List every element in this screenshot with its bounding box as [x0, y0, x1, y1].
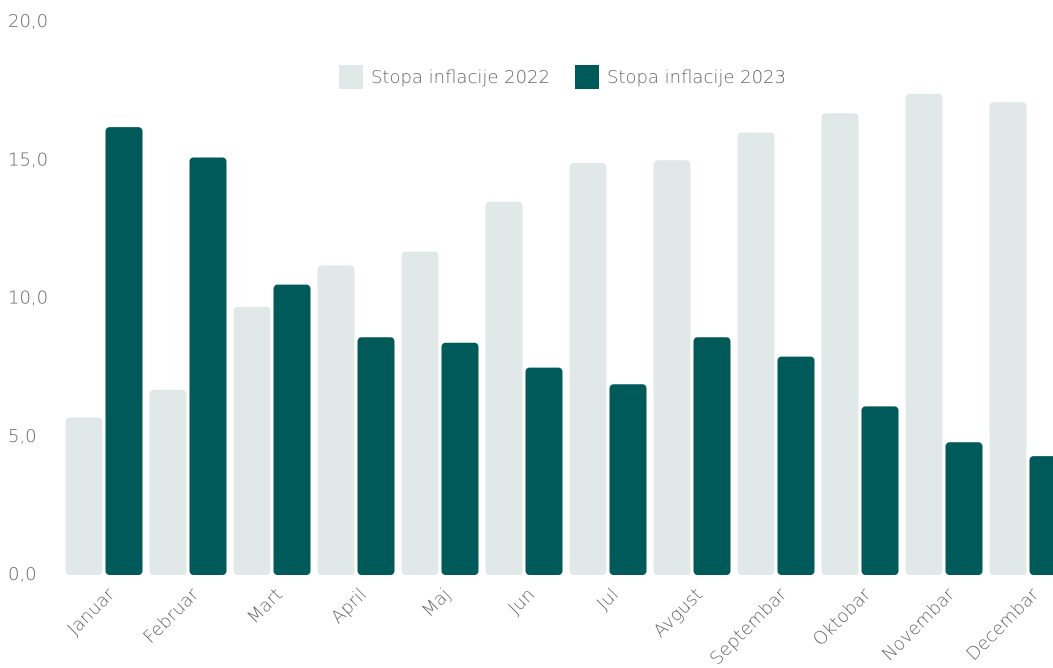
bar	[945, 442, 983, 575]
x-tick-label: Oktobar	[809, 584, 876, 651]
bar	[525, 367, 563, 575]
bar	[317, 265, 355, 575]
bar	[653, 160, 691, 575]
x-tick-label: Jun	[504, 584, 539, 619]
x-tick-label: Decembar	[962, 584, 1043, 665]
bar	[777, 356, 815, 575]
x-tick-label: Februar	[139, 584, 203, 648]
bar	[65, 417, 103, 575]
bar	[693, 337, 731, 575]
bar	[1029, 456, 1053, 575]
x-tick-label: Novembar	[878, 584, 959, 665]
x-tick-label: Januar	[63, 584, 119, 640]
bar	[485, 201, 523, 575]
bar	[441, 342, 479, 575]
bar	[233, 306, 271, 575]
bar	[905, 93, 943, 575]
bar	[357, 337, 395, 575]
bar	[273, 284, 311, 575]
bar	[821, 113, 859, 576]
y-tick-label: 20,0	[8, 11, 48, 32]
bar	[401, 251, 439, 575]
bar	[989, 102, 1027, 575]
bar	[569, 163, 607, 575]
legend-swatch	[339, 65, 363, 89]
y-tick-label: 15,0	[8, 149, 48, 170]
x-tick-label: Septembar	[706, 584, 792, 668]
bar	[149, 389, 187, 575]
x-tick-label: Mart	[243, 584, 287, 628]
x-tick-label: April	[327, 584, 371, 628]
y-tick-label: 10,0	[8, 288, 48, 309]
bar	[189, 157, 227, 576]
y-tick-label: 5,0	[8, 426, 37, 447]
bar	[737, 132, 775, 575]
legend-label: Stopa inflacije 2023	[607, 67, 786, 88]
y-tick-label: 0,0	[8, 564, 37, 585]
legend-label: Stopa inflacije 2022	[371, 67, 550, 88]
x-tick-label: Jul	[593, 584, 623, 614]
bar	[609, 384, 647, 575]
legend-swatch	[575, 65, 599, 89]
x-tick-label: Maj	[418, 584, 455, 621]
bar	[105, 127, 143, 575]
x-tick-label: Avgust	[649, 584, 707, 642]
bar	[861, 406, 899, 575]
